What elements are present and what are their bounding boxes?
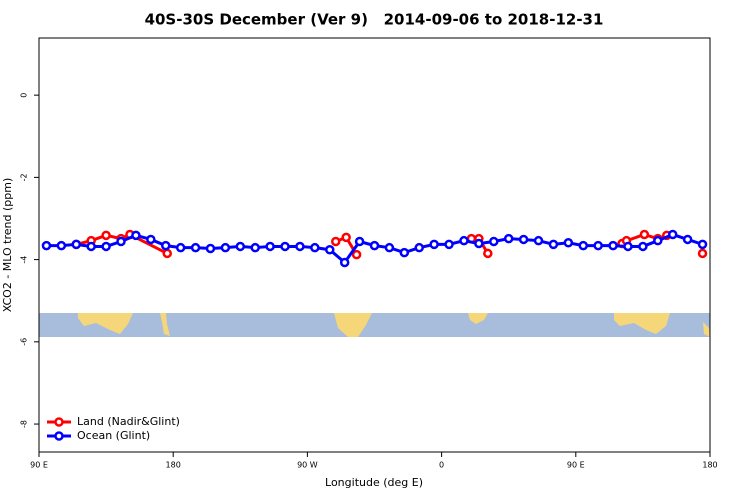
x-tick-label: 90 W <box>297 461 318 470</box>
y-tick-label: -8 <box>20 420 29 428</box>
data-point <box>295 241 305 252</box>
y-tick-label: -6 <box>20 338 29 346</box>
y-tick-label: -4 <box>20 256 29 264</box>
data-point <box>235 241 246 252</box>
data-point <box>310 242 320 253</box>
data-point <box>71 239 82 250</box>
data-point <box>162 248 172 259</box>
y-axis-label: XCO2 - MLO trend (ppm) <box>1 178 14 313</box>
data-point <box>205 243 216 254</box>
data-point <box>444 239 454 250</box>
data-point <box>608 240 618 251</box>
map-strip <box>39 313 710 337</box>
data-point <box>41 240 52 251</box>
data-point <box>351 249 362 260</box>
data-point <box>697 239 708 250</box>
data-point <box>667 229 678 240</box>
y-tick-label: -2 <box>20 173 29 181</box>
data-point <box>384 242 395 253</box>
legend-marker <box>54 431 64 441</box>
data-point <box>369 240 380 251</box>
data-point <box>518 234 529 245</box>
x-tick-label: 180 <box>166 461 181 470</box>
data-point <box>354 236 365 247</box>
data-point <box>341 232 351 243</box>
data-point <box>399 247 410 258</box>
legend-label: Land (Nadir&Glint) <box>77 415 180 428</box>
data-point <box>623 241 633 252</box>
legend-marker <box>54 417 64 427</box>
data-point <box>593 240 603 251</box>
data-point <box>339 257 350 268</box>
data-point <box>533 235 544 246</box>
data-point <box>548 239 559 250</box>
data-point <box>220 242 231 253</box>
data-point <box>101 230 111 241</box>
data-point <box>160 240 171 251</box>
data-point <box>653 235 663 246</box>
data-point <box>101 241 111 252</box>
data-point <box>330 236 341 247</box>
x-tick-label: 180 <box>702 461 717 470</box>
data-point <box>459 235 469 246</box>
data-point <box>131 230 141 241</box>
data-point <box>146 234 156 245</box>
x-tick-label: 90 E <box>567 461 585 470</box>
data-point <box>483 248 493 259</box>
data-point <box>190 242 201 253</box>
data-point <box>56 240 67 251</box>
data-point <box>638 241 648 252</box>
data-point <box>682 234 693 245</box>
data-point <box>697 248 708 259</box>
chart-title: 40S-30S December (Ver 9) 2014-09-06 to 2… <box>145 11 604 29</box>
data-point <box>414 242 424 253</box>
x-axis-label: Longitude (deg E) <box>325 476 423 489</box>
y-tick-label: 0 <box>20 93 29 98</box>
data-point <box>503 233 514 244</box>
data-point <box>175 242 186 253</box>
x-tick-label: 90 E <box>30 461 48 470</box>
data-point <box>489 236 499 247</box>
data-point <box>639 229 650 240</box>
data-point <box>250 242 260 253</box>
data-point <box>474 238 484 249</box>
data-point <box>116 236 126 247</box>
x-tick-label: 0 <box>439 461 444 470</box>
data-point <box>325 244 335 255</box>
data-point <box>86 241 96 252</box>
plot-frame <box>38 37 711 453</box>
data-point <box>429 239 439 250</box>
legend-label: Ocean (Glint) <box>77 429 150 442</box>
data-point <box>563 237 574 248</box>
data-point <box>578 240 589 251</box>
data-point <box>265 241 275 252</box>
data-point <box>280 241 290 252</box>
